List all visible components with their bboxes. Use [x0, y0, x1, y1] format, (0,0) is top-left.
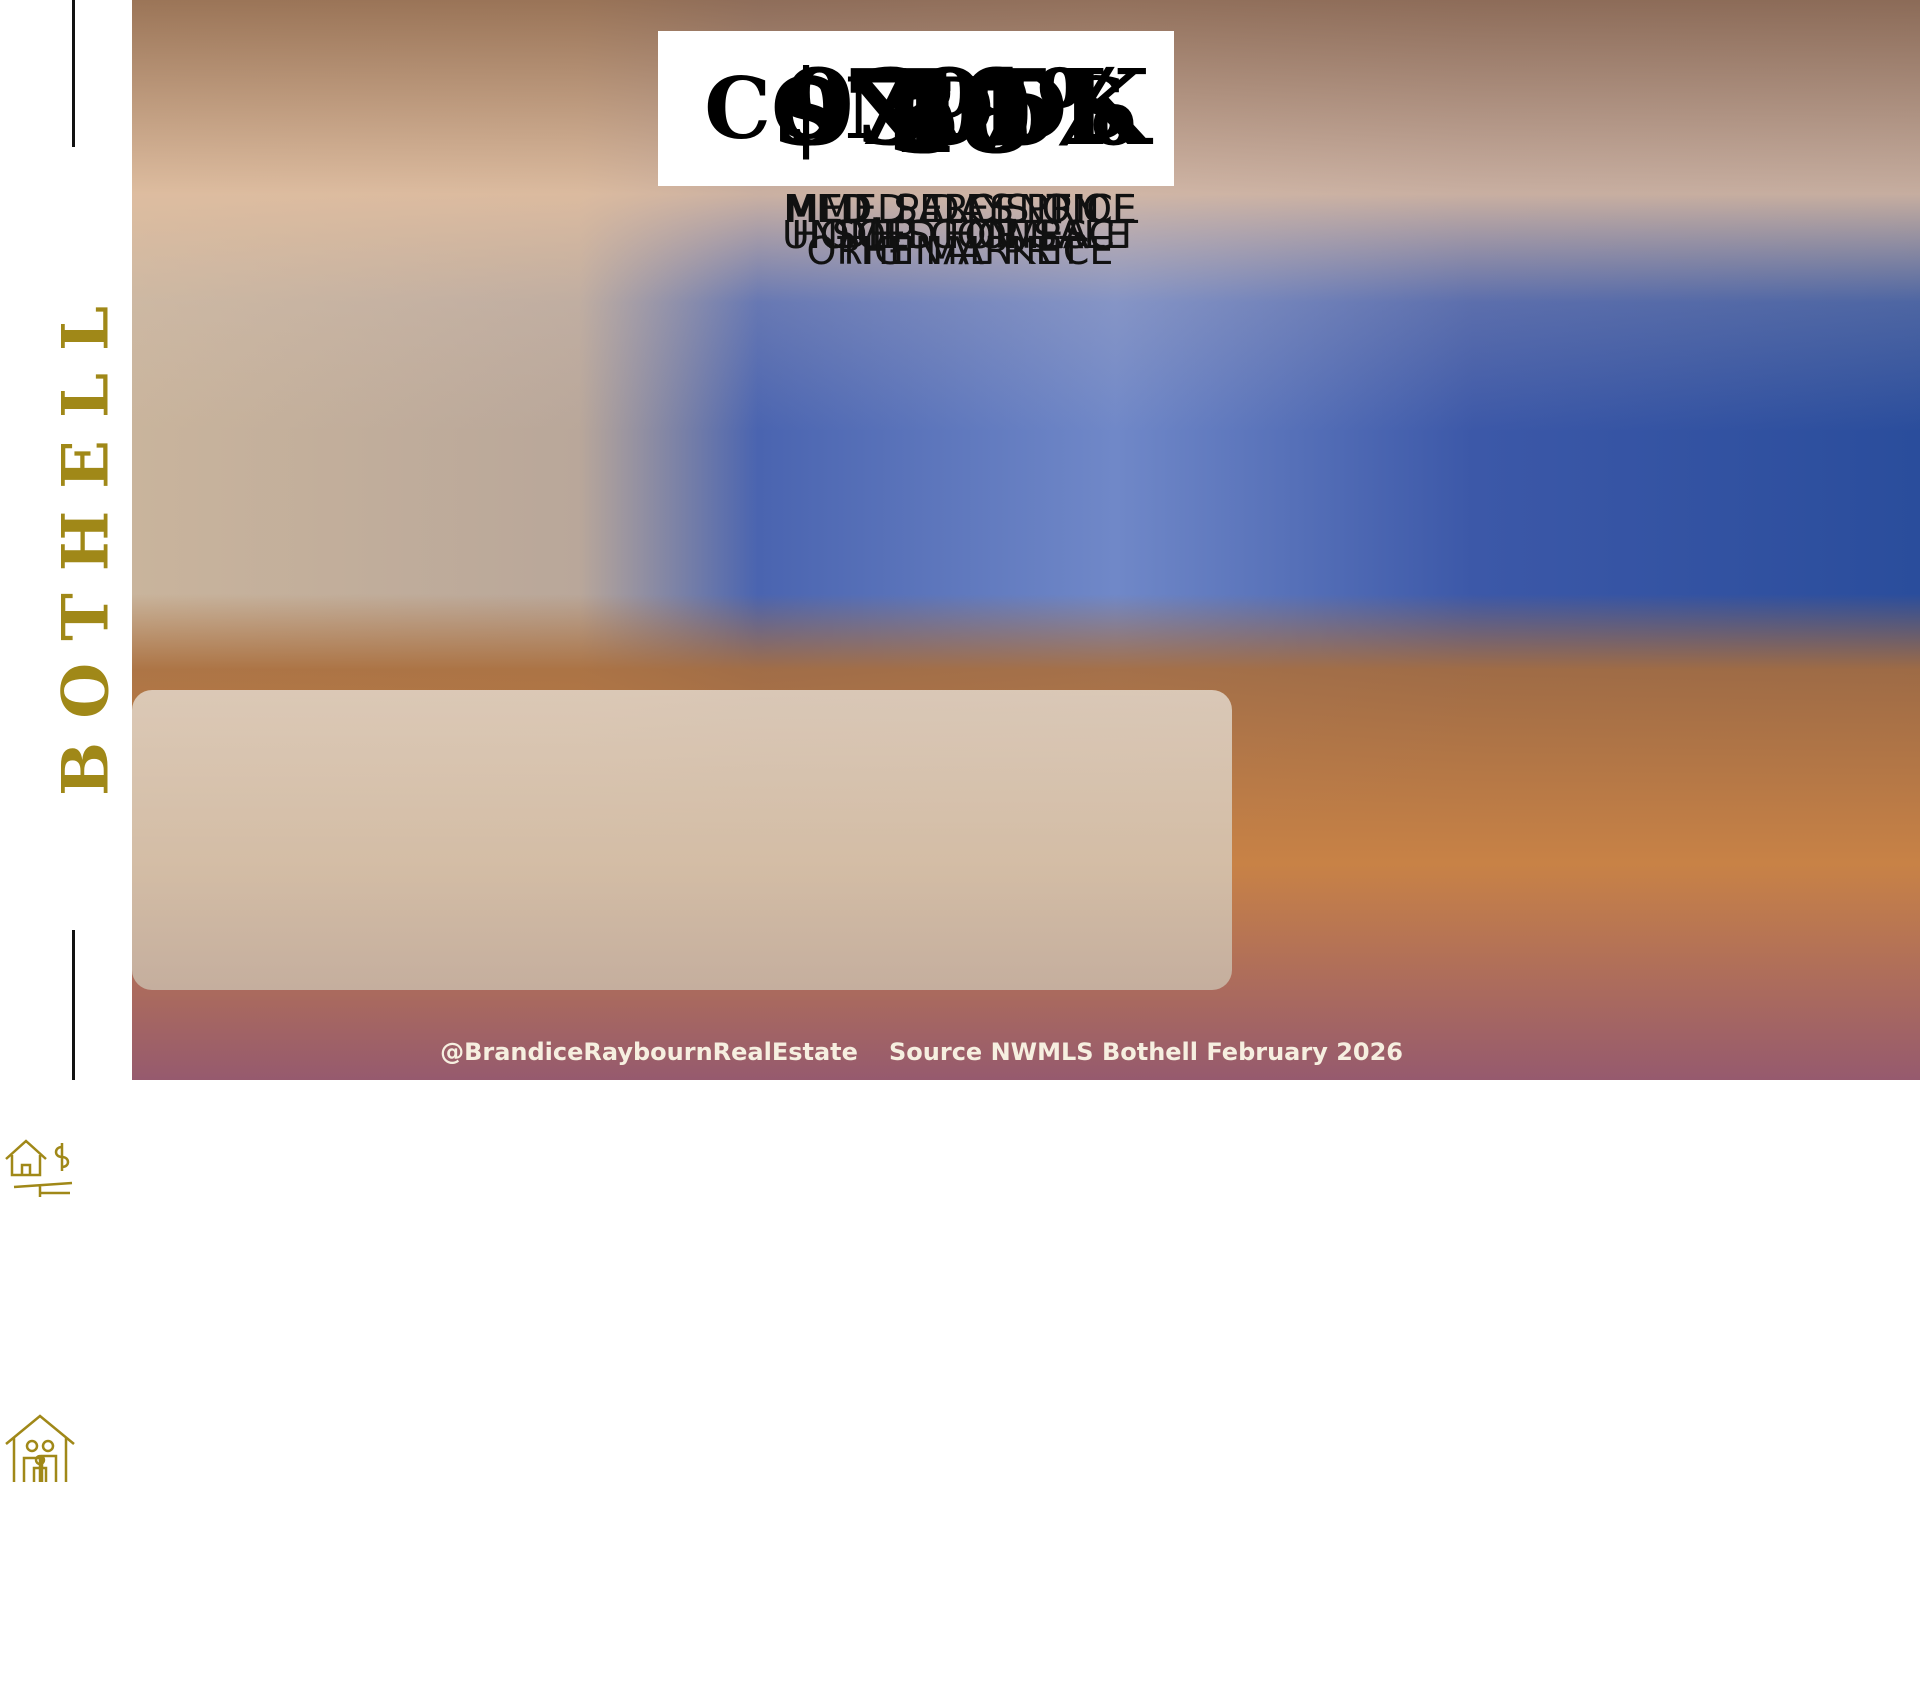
stat-value: 50 — [887, 46, 1033, 169]
page: BOTHELL CONDOS @BrandiceRaybournRealEsta… — [0, 0, 1920, 1482]
stat-label: SOLD HOMES — [0, 214, 1920, 256]
stat-label: UNDER CONTRACT — [0, 214, 1920, 256]
footer-handle: @BrandiceRaybournRealEstate — [440, 1038, 858, 1066]
stat-value: 30 — [887, 54, 1033, 177]
stat-label-line: THE MARKET — [837, 229, 1083, 273]
stat-label: MED. DAYS ON THE MARKET — [0, 188, 1920, 272]
stat-card: SOLD17SOLD HOMES — [0, 64, 1088, 846]
sidebar-line — [72, 0, 75, 147]
stat-label-line: UNDER CONTRACT — [781, 213, 1138, 257]
sidebar: BOTHELL — [0, 0, 132, 1080]
stat-label: MED. PERCENT OF ORIGINAL PRICE — [0, 188, 1920, 272]
stat-card: $795K MED. SALES PRICE — [0, 56, 1150, 1689]
stat-value: $795K — [770, 46, 1150, 169]
stat-label-line: SOLD HOMES — [832, 213, 1088, 257]
stat-card: 93.1% MED. PERCENT OF ORIGINAL PRICE — [0, 56, 1136, 1408]
stat-value: 68 — [887, 54, 1033, 177]
header-title: CONDOS — [658, 31, 1174, 186]
icon — [5, 1414, 75, 1482]
stat-label-line: MED. PERCENT OF — [786, 187, 1134, 231]
stat-label-line: ORIGINAL PRICE — [806, 229, 1114, 273]
stat-label-line: MED. DAYS ON — [820, 187, 1100, 231]
stat-label-line: HOMES FOR SALE — [791, 213, 1129, 257]
background-sofa — [132, 690, 1232, 990]
footer-source: Source NWMLS Bothell February 2026 — [889, 1038, 1403, 1066]
stat-label-line: MED. SALES PRICE — [783, 187, 1137, 231]
stat-card: 50 MED. DAYS ON THE MARKET — [0, 56, 1100, 1127]
sidebar-title: BOTHELL — [48, 284, 124, 796]
card-icon — [0, 1408, 407, 1492]
stat-value: 93.1% — [783, 46, 1137, 169]
icon — [5, 1139, 73, 1197]
stat-value: 17 — [887, 54, 1033, 177]
sidebar-line — [72, 930, 75, 1080]
stat-label: HOMES FOR SALE — [0, 214, 1920, 256]
card-icon — [0, 1127, 407, 1211]
stat-label: MED. SALES PRICE — [0, 188, 1920, 230]
